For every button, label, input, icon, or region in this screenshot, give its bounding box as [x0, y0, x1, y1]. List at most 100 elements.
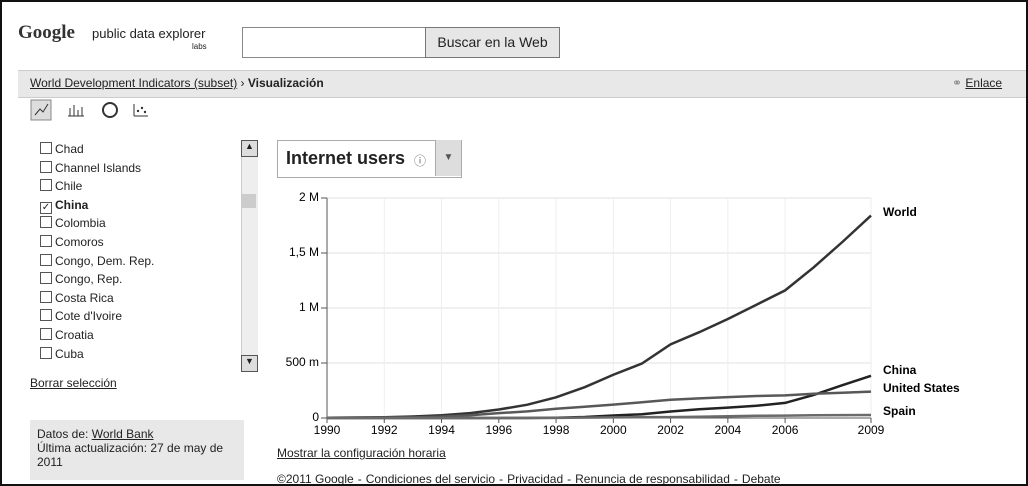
- footer-link[interactable]: Debate: [741, 472, 781, 486]
- breadcrumb: World Development Indicators (subset) › …: [30, 76, 324, 90]
- checkbox[interactable]: [40, 272, 52, 285]
- country-name[interactable]: Comoros: [55, 234, 104, 249]
- breadcrumb-separator: ›: [240, 76, 245, 90]
- x-tick-label: 1994: [428, 423, 455, 437]
- x-tick-label: 2004: [714, 423, 741, 437]
- x-tick-label: 2006: [772, 423, 799, 437]
- country-name[interactable]: Cuba: [55, 346, 84, 361]
- country-name[interactable]: Croatia: [55, 327, 94, 342]
- chart-title: Internet users: [286, 148, 406, 168]
- series-line: [326, 390, 872, 420]
- country-row[interactable]: Chad: [40, 140, 240, 159]
- enlace-text[interactable]: Enlace: [965, 76, 1003, 90]
- link-enlace[interactable]: ⚭ Enlace: [952, 76, 1003, 90]
- country-row[interactable]: Comoros: [40, 233, 240, 252]
- checkbox[interactable]: [40, 290, 52, 303]
- country-row[interactable]: Chile: [40, 177, 240, 196]
- scroll-down[interactable]: ▼: [241, 355, 258, 372]
- timezone-link[interactable]: Mostrar la configuración horaria: [277, 446, 446, 460]
- country-name[interactable]: China: [55, 197, 89, 212]
- country-list: Chad Channel Islands Chile ✓ China Colombia Co…: [40, 140, 240, 370]
- footer-separator: -: [733, 472, 738, 486]
- checkbox[interactable]: [40, 253, 52, 266]
- checkbox[interactable]: [40, 142, 52, 154]
- metric-dropdown[interactable]: ▼: [435, 140, 461, 176]
- series-label: China: [883, 363, 917, 377]
- breadcrumb-bar: [18, 70, 1026, 98]
- series-label: United States: [883, 381, 960, 395]
- scroll-up[interactable]: ▲: [241, 140, 258, 157]
- country-row[interactable]: Colombia: [40, 214, 240, 233]
- series-label: World: [883, 205, 917, 219]
- series-label: Spain: [883, 404, 916, 418]
- scroll-thumb[interactable]: [242, 194, 256, 208]
- y-tick-label: 500 m: [286, 355, 319, 369]
- country-name[interactable]: Congo, Dem. Rep.: [55, 253, 155, 268]
- checkbox[interactable]: [40, 160, 52, 173]
- y-tick-label: 2 M: [299, 190, 319, 204]
- checkbox[interactable]: [40, 234, 52, 247]
- x-tick-label: 1998: [543, 423, 570, 437]
- updated: Última actualización: 27 de may de 2011: [37, 441, 224, 469]
- source-info: Datos de: World Bank Última actualizació…: [37, 427, 245, 469]
- checkbox[interactable]: [40, 346, 52, 359]
- country-row[interactable]: ✓ China: [40, 196, 240, 215]
- footer-link[interactable]: Condiciones del servicio: [365, 472, 496, 486]
- scatter-view-icon[interactable]: [133, 104, 148, 117]
- checkbox[interactable]: [40, 327, 52, 340]
- country-name[interactable]: Chad: [55, 142, 84, 156]
- series-line: [327, 374, 872, 420]
- country-name[interactable]: Costa Rica: [55, 290, 114, 305]
- footer: ©2011 Google - Condiciones del servicio - Pr…: [277, 472, 781, 486]
- line-icon-glyph: [34, 103, 49, 116]
- country-row[interactable]: Cuba: [40, 345, 240, 364]
- checkbox[interactable]: [40, 216, 52, 229]
- scrollbar[interactable]: [241, 140, 258, 370]
- country-name[interactable]: Chile: [55, 179, 83, 194]
- search-input[interactable]: [242, 27, 426, 58]
- checkbox[interactable]: [40, 309, 52, 322]
- y-tick-label: 1 M: [299, 300, 319, 314]
- product-name: public data explorer: [92, 26, 206, 41]
- x-tick-label: 1990: [314, 423, 341, 437]
- country-name[interactable]: Cote d'Ivoire: [55, 309, 122, 324]
- labs-badge: labs: [192, 42, 207, 51]
- footer-separator: -: [499, 472, 504, 486]
- checkbox[interactable]: ✓: [40, 201, 52, 214]
- bar-view-icon[interactable]: [68, 105, 84, 117]
- footer-link[interactable]: Renuncia de responsabilidad: [575, 472, 730, 486]
- help-icon[interactable]: ⓘ: [414, 154, 427, 168]
- y-tick-label: 1,5 M: [289, 245, 319, 259]
- scatter-dot: [140, 106, 144, 110]
- x-tick-label: 1996: [485, 423, 512, 437]
- country-row[interactable]: Channel Islands: [40, 159, 240, 178]
- x-tick-label: 2009: [858, 423, 885, 437]
- breadcrumb-current: Visualización: [247, 76, 324, 90]
- logo: Google: [18, 22, 75, 43]
- country-row[interactable]: Cote d'Ivoire: [40, 307, 240, 326]
- country-row[interactable]: Croatia: [40, 326, 240, 345]
- footer-separator: -: [357, 472, 362, 486]
- x-tick-label: 1992: [371, 423, 398, 437]
- footer-separator: -: [567, 472, 572, 486]
- source-label: Datos de:: [37, 427, 89, 441]
- clear-selection[interactable]: Borrar selección: [30, 376, 117, 390]
- footer-link[interactable]: Privacidad: [507, 472, 564, 486]
- map-view-icon[interactable]: [102, 102, 118, 118]
- breadcrumb-parent[interactable]: World Development Indicators (subset): [30, 76, 238, 90]
- metric-selector[interactable]: [277, 140, 462, 178]
- country-name[interactable]: Colombia: [55, 216, 106, 231]
- country-name[interactable]: Channel Islands: [55, 160, 142, 175]
- view-icons: [30, 99, 148, 121]
- search-button[interactable]: Buscar en la Web: [425, 27, 560, 58]
- country-row[interactable]: Congo, Rep.: [40, 270, 240, 289]
- country-name[interactable]: Congo, Rep.: [55, 272, 123, 287]
- checkbox[interactable]: [40, 179, 52, 192]
- y-tick-label: 0: [312, 410, 319, 424]
- source-link[interactable]: World Bank: [91, 427, 154, 441]
- country-row[interactable]: Congo, Dem. Rep.: [40, 252, 240, 271]
- series-line: [326, 413, 872, 420]
- scatter-dot: [136, 109, 140, 113]
- country-row[interactable]: Costa Rica: [40, 289, 240, 308]
- copyright: ©2011 Google: [277, 472, 354, 486]
